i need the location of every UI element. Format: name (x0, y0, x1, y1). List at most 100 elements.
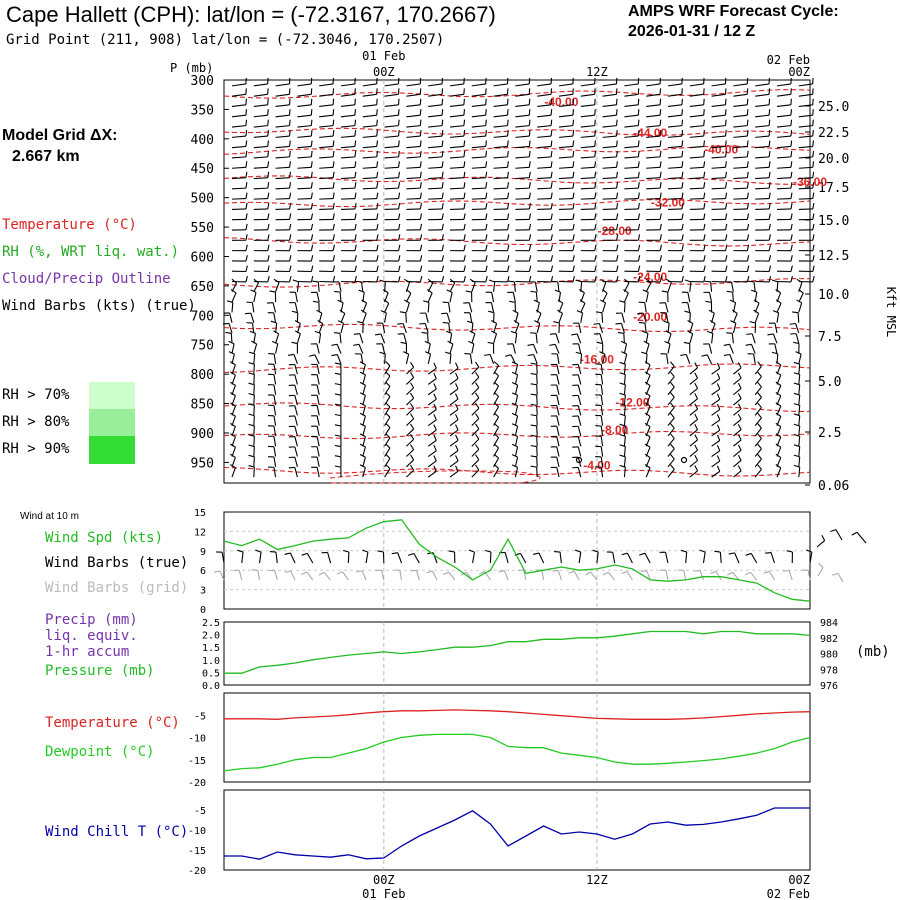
wind-barb (490, 302, 495, 313)
wind-barb (711, 166, 726, 169)
wind-ytick: 12 (194, 527, 206, 538)
temp-panel-frame (223, 692, 811, 783)
pressure-tick: 600 (191, 250, 214, 265)
wind-barb (231, 467, 236, 478)
wind-barb-true-flag (830, 529, 837, 533)
wind-barb-flag (681, 119, 684, 126)
wind-barb-flag (513, 319, 520, 325)
wind-barb (319, 93, 334, 97)
wind-barb-grid-flag (832, 572, 839, 576)
wind-barb (515, 187, 530, 190)
wind-barb-flag (475, 382, 480, 388)
wind-barb (646, 83, 661, 87)
wind-barb (406, 397, 415, 406)
wind-barb (536, 374, 538, 385)
wind-barb (297, 104, 312, 108)
wind-barb (623, 395, 626, 406)
wind-barb (532, 344, 538, 354)
wind-barb (231, 145, 246, 149)
wind-barb (253, 446, 255, 457)
wind-barb (362, 395, 366, 406)
wind-barb-true-flag (391, 552, 398, 555)
wind-barb-flag (703, 109, 705, 116)
wind-barb-flag (572, 265, 575, 272)
wind-barb (230, 333, 233, 344)
wind-barb (471, 428, 480, 437)
wind-barb-flag (463, 192, 466, 199)
precip-ytick: 2.5 (202, 618, 220, 629)
legend-wind-barbs-true: Wind Barbs (true) (45, 555, 188, 571)
wind-barb-true-flag (301, 552, 308, 556)
wind-barb (384, 375, 391, 385)
wind-barb-flag (333, 332, 341, 334)
wind-barb (428, 93, 443, 97)
wind-barb (536, 395, 538, 406)
wind-barb-true (816, 540, 826, 548)
wind-barb-flag (267, 223, 270, 230)
wind-barb (667, 417, 675, 426)
wind-barb (514, 333, 518, 344)
wind-barb-grid-flag (744, 571, 751, 576)
wind-barb-flag (419, 202, 422, 210)
wind-barb-flag (267, 265, 270, 272)
wind-barb-flag (796, 278, 803, 283)
wind-barb (471, 322, 474, 334)
wind-barb-flag (267, 192, 270, 199)
wind-barb (338, 281, 342, 292)
wind-barb-true-flag (806, 549, 813, 553)
wind-barb (275, 333, 280, 344)
wind-barb (231, 125, 246, 128)
wind-barb-flag (419, 322, 426, 325)
temp-ytick: -5 (194, 711, 206, 722)
wind-barb-flag (793, 403, 800, 406)
wind-barb-flag (528, 255, 532, 262)
wind-barb-grid-flag (301, 571, 308, 575)
wind-barb (294, 302, 298, 313)
wind-barb (602, 104, 617, 108)
wind-barb-flag (506, 130, 509, 137)
wind-barb-flag (550, 119, 553, 126)
wind-barb (515, 156, 530, 159)
wind-barb (798, 187, 813, 190)
wind-barb (493, 114, 508, 118)
wind-barb-flag (289, 161, 291, 168)
wind-barb (667, 366, 675, 375)
wind-barb-flag (644, 402, 651, 407)
wind-barb-flag (398, 213, 401, 220)
wind-barb (556, 384, 560, 395)
wind-barb-flag (757, 361, 762, 367)
pressure-tick: 800 (191, 368, 214, 383)
wind-barb-flag (511, 382, 518, 386)
wind-barb-flag (594, 150, 597, 157)
wind-barb (384, 468, 391, 478)
wind-barb (798, 405, 801, 416)
wind-barb-flag (310, 150, 313, 157)
wind-barb (689, 323, 694, 334)
legend-1hr-accum: 1-hr accum (45, 644, 129, 660)
wind-barb-true-flag (765, 551, 772, 554)
wind-barb (667, 448, 675, 457)
wind-barb-flag (248, 382, 255, 386)
wind-barb-grid (557, 570, 562, 581)
wind-barb-flag (661, 290, 668, 293)
wind-barb-flag (376, 182, 379, 189)
wind-barb (253, 282, 260, 293)
wind-barb (471, 125, 486, 128)
wind-barb (602, 302, 607, 313)
wind-barb-true (397, 552, 403, 564)
wind-barb-flag (572, 109, 575, 116)
pressure-tick: 850 (191, 398, 214, 413)
wind-barb-flag (670, 402, 675, 408)
wind-barb-flag (812, 130, 814, 137)
wind-barb-flag (455, 362, 459, 369)
wind-barb-true-flag (407, 552, 415, 556)
wind-barb (798, 302, 803, 313)
wind-barb (382, 323, 386, 334)
wind-barb-flag (332, 140, 335, 147)
wind-barb (689, 114, 704, 118)
wind-barb-flag (746, 234, 750, 241)
wind-barb-flag (645, 278, 652, 284)
wind-barb-flag (572, 140, 575, 147)
wind-barb (294, 364, 298, 375)
wind-barb-flag (267, 244, 270, 251)
